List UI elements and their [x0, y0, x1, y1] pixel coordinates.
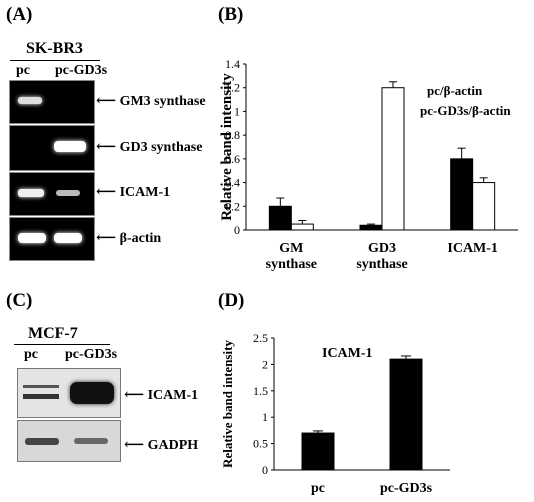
arrow-left-icon: ⟵: [96, 94, 117, 109]
x-tick-label: GD3: [368, 241, 396, 256]
band: [25, 438, 59, 445]
lane-label-pc: pc: [16, 63, 30, 78]
band-label-gadph: ⟵ GADPH: [124, 438, 199, 453]
cell-line-underline: [10, 60, 100, 61]
y-axis-label: Relative band intensity: [220, 340, 235, 468]
lane-label-pc-gd3s: pc-GD3s: [65, 347, 118, 362]
band: [23, 394, 59, 399]
gel-gm3-synthase: [9, 80, 95, 124]
legend-entry: pc-GD3s/β-actin: [420, 103, 511, 118]
bar: [450, 158, 474, 231]
band-label-icam: ⟵ ICAM-1: [96, 185, 171, 200]
cell-line-label: SK-BR3: [26, 40, 83, 57]
cell-line-underline: [14, 344, 110, 345]
band: [54, 141, 86, 152]
blot-icam-1: [17, 368, 121, 418]
bar: [381, 87, 405, 231]
y-tick-label: 1: [262, 410, 268, 424]
band: [18, 97, 42, 104]
lane-label-pc-gd3s: pc-GD3s: [55, 63, 108, 78]
bar: [268, 205, 292, 231]
arrow-left-icon: ⟵: [96, 185, 117, 200]
y-tick-label: 0.4: [225, 176, 240, 190]
y-tick-label: 1.5: [253, 384, 268, 398]
band: [74, 438, 108, 444]
cell-line-label: MCF-7: [28, 325, 78, 342]
x-tick-label: pc-GD3s: [380, 481, 433, 496]
panel-c-label: (C): [6, 290, 33, 311]
y-tick-label: 1.2: [225, 81, 240, 95]
panel-b-label: (B): [218, 4, 244, 25]
x-tick-label: pc: [311, 481, 325, 496]
band-label-gd3: ⟵ GD3 synthase: [96, 140, 203, 155]
y-tick-label: 0.2: [225, 199, 240, 213]
gel-icam-1: [9, 172, 95, 216]
y-tick-label: 0.5: [253, 437, 268, 451]
band: [18, 189, 44, 197]
y-tick-label: 2.5: [253, 331, 268, 345]
bar: [290, 223, 314, 231]
x-tick-label: synthase: [356, 257, 407, 272]
lane-label-pc: pc: [24, 347, 38, 362]
x-tick-label: GM: [279, 241, 303, 256]
band: [23, 385, 59, 388]
legend-entry: pc/β-actin: [427, 83, 483, 98]
band-label-icam: ⟵ ICAM-1: [124, 388, 199, 403]
arrow-left-icon: ⟵: [124, 438, 145, 453]
y-tick-label: 1.4: [225, 57, 240, 71]
band: [18, 233, 46, 243]
y-tick-label: 0: [234, 223, 240, 237]
y-axis-label: Relative band intensity: [219, 73, 235, 221]
bar: [472, 182, 496, 231]
y-tick-label: 0.6: [225, 152, 240, 166]
y-tick-label: 0.8: [225, 128, 240, 142]
gel-beta-actin: [9, 217, 95, 261]
y-tick-label: 2: [262, 357, 268, 371]
chart-title: ICAM-1: [322, 346, 373, 361]
x-tick-label: synthase: [266, 257, 317, 272]
bar: [389, 358, 423, 471]
band: [54, 233, 82, 243]
y-tick-label: 1: [234, 104, 240, 118]
bar: [359, 224, 383, 231]
gel-gd3-synthase: [9, 125, 95, 171]
band-label-actin: ⟵ β-actin: [96, 231, 162, 246]
arrow-left-icon: ⟵: [96, 140, 117, 155]
band: [56, 190, 80, 196]
bar: [301, 432, 335, 471]
blot-gadph: [17, 420, 121, 462]
band-label-gm3: ⟵ GM3 synthase: [96, 94, 206, 109]
panel-d-label: (D): [218, 290, 245, 311]
arrow-left-icon: ⟵: [96, 231, 117, 246]
panel-a-label: (A): [6, 4, 33, 25]
y-tick-label: 0: [262, 463, 268, 477]
band: [70, 382, 114, 404]
x-tick-label: ICAM-1: [447, 241, 498, 256]
arrow-left-icon: ⟵: [124, 388, 145, 403]
